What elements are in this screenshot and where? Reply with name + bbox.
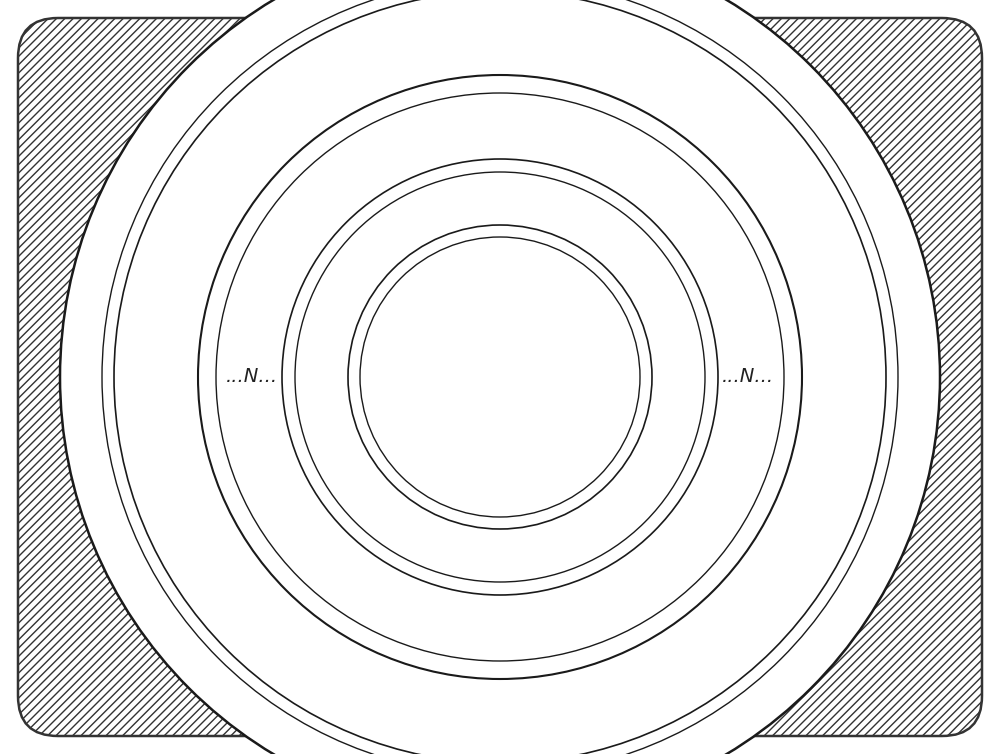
Circle shape <box>102 0 898 754</box>
Circle shape <box>114 0 886 754</box>
Circle shape <box>60 0 940 754</box>
Circle shape <box>360 237 640 517</box>
Circle shape <box>216 93 784 661</box>
FancyBboxPatch shape <box>18 18 982 736</box>
Circle shape <box>198 75 802 679</box>
Circle shape <box>216 93 784 661</box>
Circle shape <box>282 159 718 595</box>
Text: ...N...: ...N... <box>722 367 774 387</box>
Circle shape <box>295 172 705 582</box>
Circle shape <box>60 0 940 754</box>
Circle shape <box>348 225 652 529</box>
Text: ...N...: ...N... <box>226 367 278 387</box>
Circle shape <box>102 0 898 754</box>
Circle shape <box>114 0 886 754</box>
Circle shape <box>198 75 802 679</box>
Circle shape <box>295 172 705 582</box>
Circle shape <box>360 237 640 517</box>
